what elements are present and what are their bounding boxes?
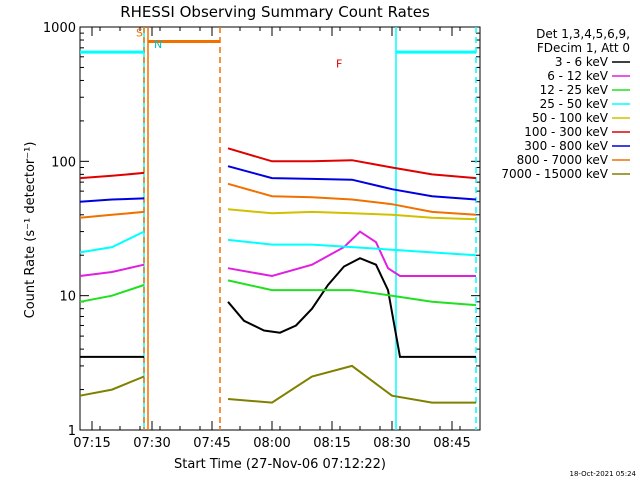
legend-label: 50 - 100 keV	[532, 111, 609, 125]
series-line	[79, 230, 476, 278]
series-line	[79, 147, 477, 180]
annotation-label: F	[336, 57, 342, 70]
x-tick-label: 08:15	[313, 436, 350, 451]
legend-label: 800 - 7000 keV	[517, 153, 609, 167]
y-tick-label: 100	[51, 155, 76, 170]
legend-label: 100 - 300 keV	[524, 125, 608, 139]
series-line	[227, 208, 477, 221]
legend-header: Det 1,3,4,5,6,9,	[536, 27, 630, 41]
legend-label: 25 - 50 keV	[540, 97, 609, 111]
legend-label: 7000 - 15000 keV	[501, 167, 608, 181]
series-line	[79, 364, 476, 404]
y-tick-label: 1	[68, 424, 76, 439]
annotation-label: N	[154, 38, 162, 51]
annotation-label: S	[136, 26, 143, 39]
legend-header: FDecim 1, Att 0	[537, 41, 630, 55]
x-tick-label: 08:45	[433, 436, 470, 451]
chart-marks: 1 10 100 1000 07:15 07:30 07:45 08:00 08:15 08:30…	[43, 21, 481, 451]
plot-frame	[79, 26, 481, 431]
legend-label: 6 - 12 keV	[547, 69, 609, 83]
chart-title: RHESSI Observing Summary Count Rates	[120, 3, 430, 21]
series-line	[79, 279, 477, 307]
legend: Det 1,3,4,5,6,9,FDecim 1, Att 03 - 6 keV…	[501, 27, 630, 181]
x-tick-label: 07:15	[73, 436, 110, 451]
legend-label: 3 - 6 keV	[555, 55, 609, 69]
x-tick-label: 07:45	[193, 436, 230, 451]
x-axis-label: Start Time (27-Nov-06 07:12:22)	[174, 457, 386, 472]
y-tick-label: 1000	[43, 21, 76, 36]
generated-stamp: 18-Oct-2021 05:24	[570, 470, 637, 478]
y-axis-label: Count Rate (s⁻¹ detector⁻¹)	[23, 142, 38, 319]
series-line	[80, 257, 476, 358]
series-line	[79, 165, 477, 203]
series-line	[79, 182, 477, 219]
x-tick-label: 07:30	[133, 436, 170, 451]
legend-label: 300 - 800 keV	[524, 139, 608, 153]
x-tick-label: 08:00	[253, 436, 290, 451]
x-tick-label: 08:30	[373, 436, 410, 451]
legend-label: 12 - 25 keV	[540, 83, 609, 97]
y-tick-label: 10	[59, 290, 76, 305]
series-line	[79, 230, 477, 257]
